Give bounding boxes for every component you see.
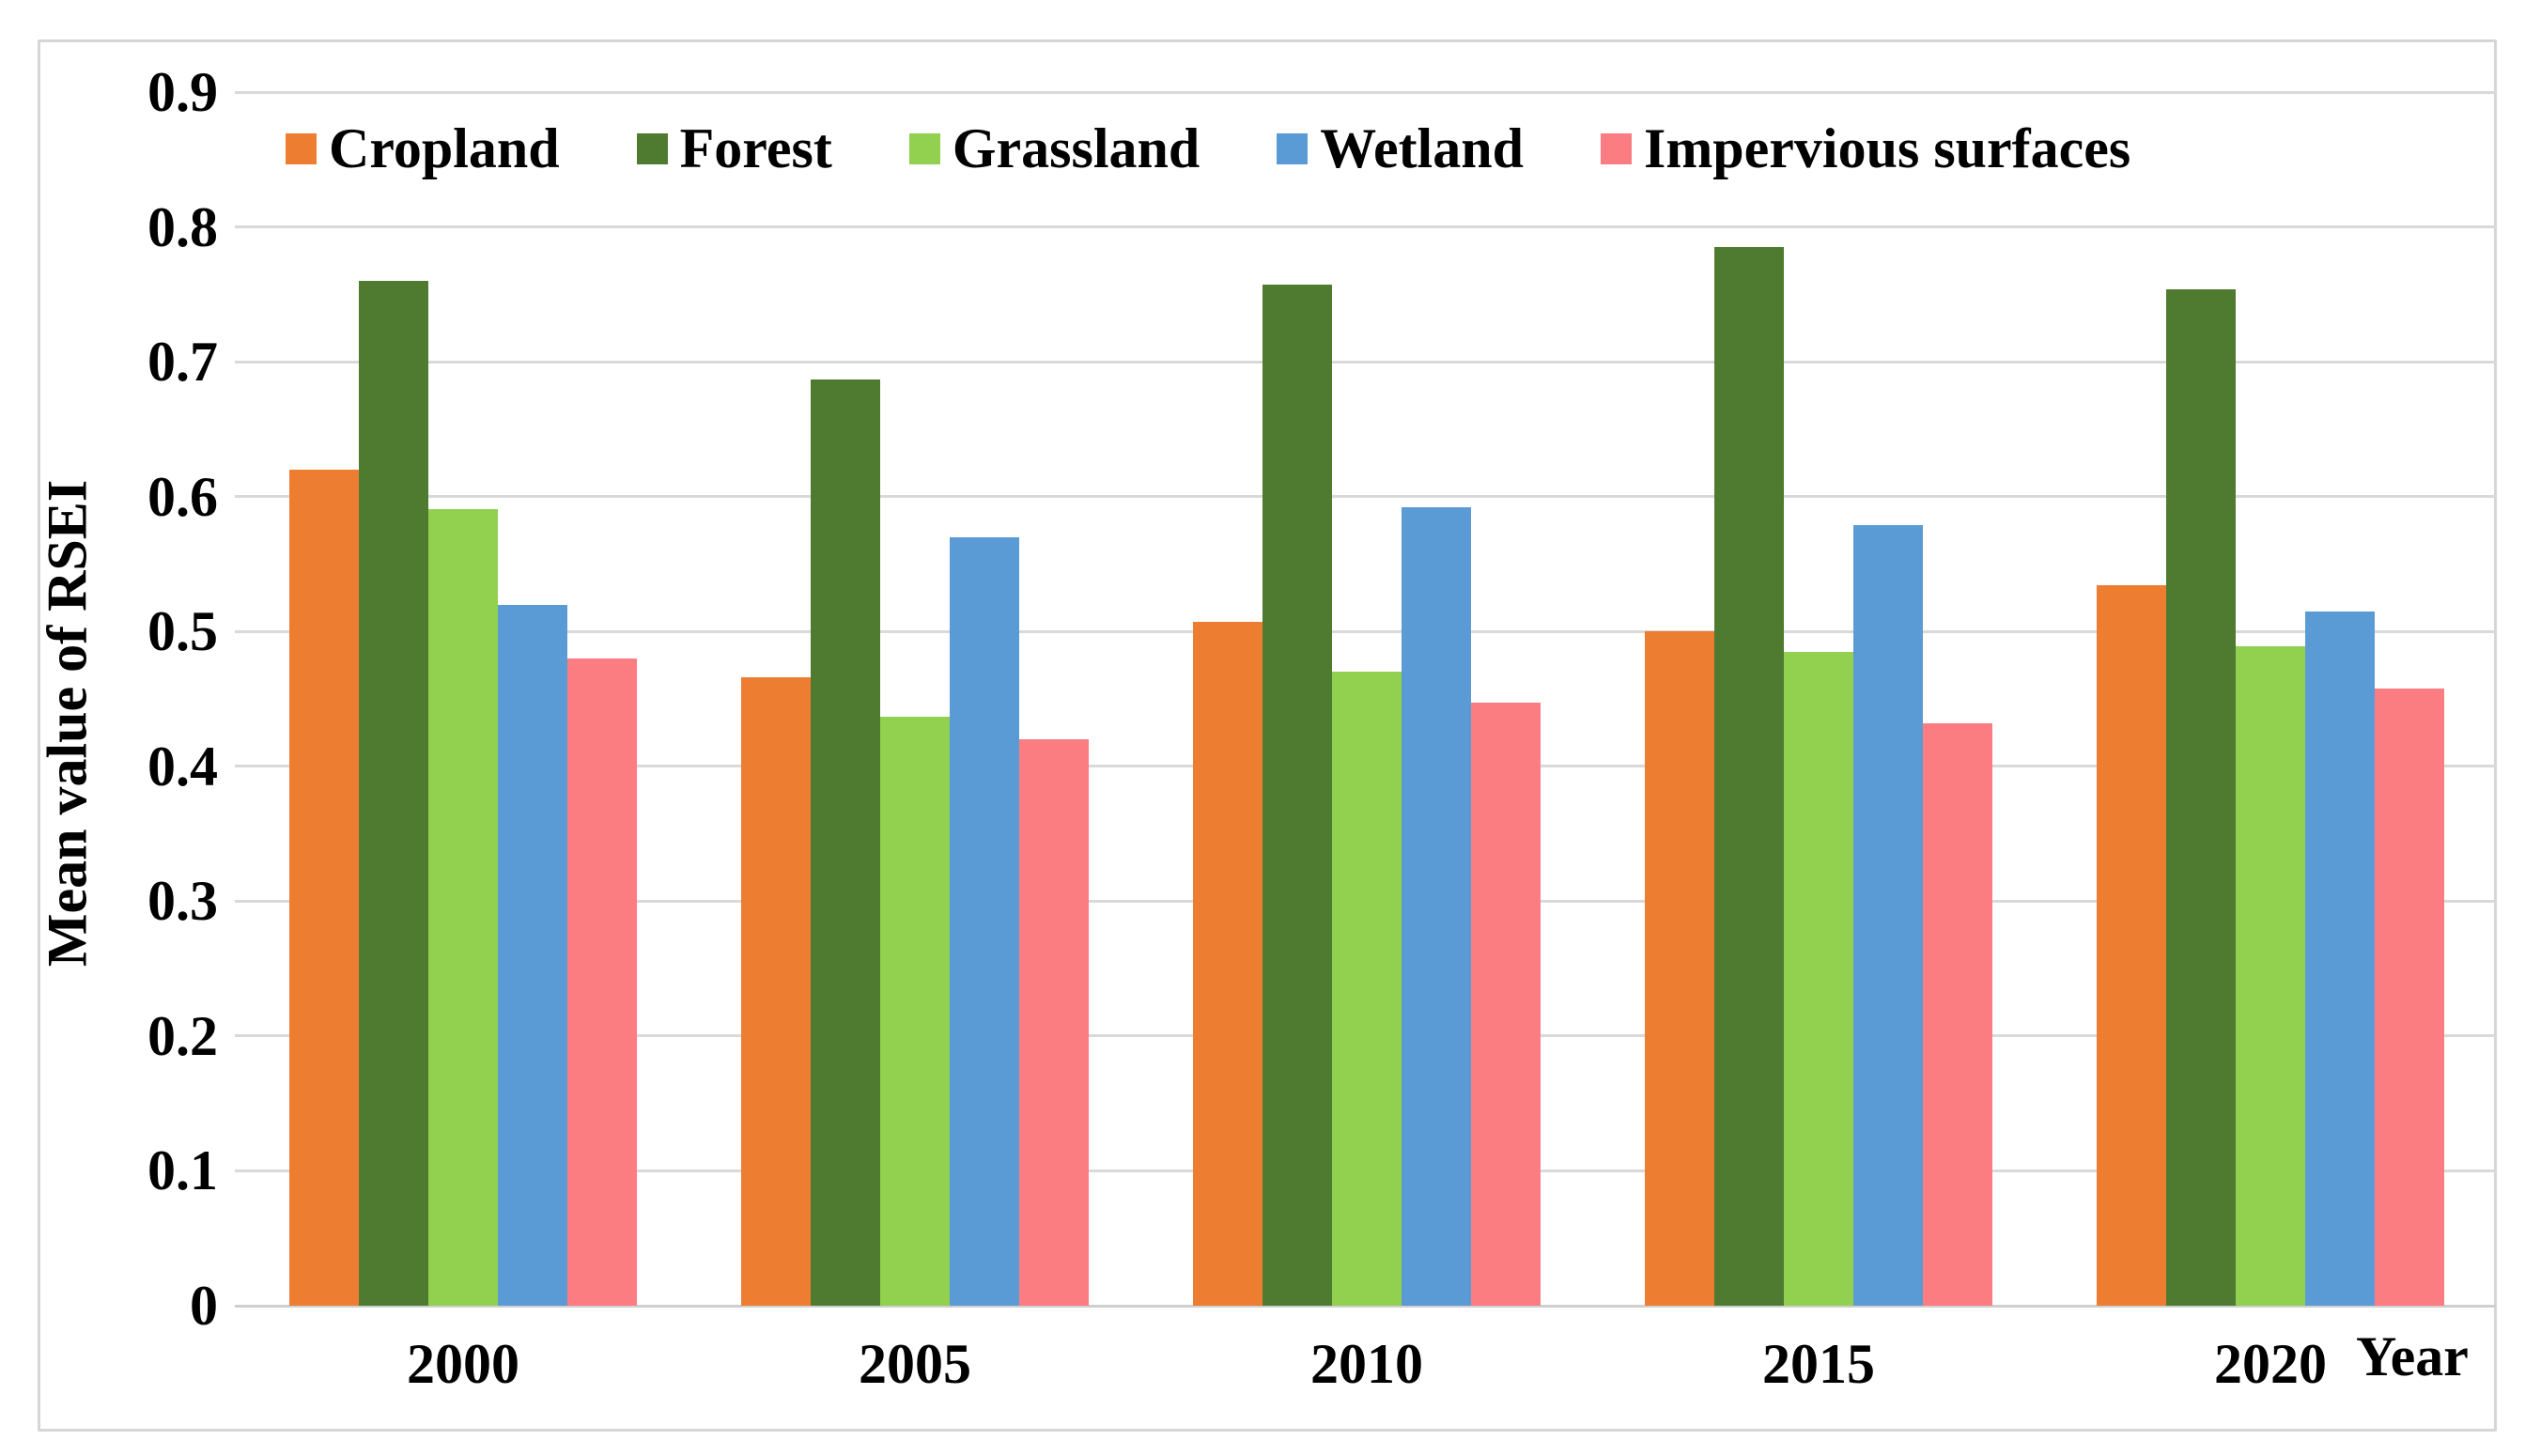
bar-grassland-2005	[880, 716, 950, 1306]
bar-grassland-2010	[1332, 672, 1402, 1306]
x-tick-label-2000: 2000	[407, 1333, 519, 1395]
x-axis-title: Year	[2356, 1325, 2469, 1387]
legend-swatch-icon	[286, 132, 317, 164]
y-tick-label-0.8: 0.8	[147, 195, 218, 258]
bar-cropland-2020	[2097, 585, 2166, 1306]
legend-swatch-icon	[636, 132, 668, 164]
y-tick-label-0.1: 0.1	[147, 1139, 218, 1202]
bar-wetland-2020	[2305, 611, 2375, 1306]
bar-wetland-2005	[950, 536, 1019, 1306]
bar-forest-2000	[359, 280, 428, 1306]
y-tick-label-0: 0	[190, 1275, 218, 1337]
y-tick-label-0.6: 0.6	[147, 465, 218, 528]
legend-item-forest: Forest	[636, 115, 832, 182]
bar-cropland-2015	[1645, 631, 1714, 1306]
y-tick-label-0.5: 0.5	[147, 600, 218, 663]
legend-label: Impervious surfaces	[1643, 117, 2131, 179]
legend-swatch-icon	[908, 132, 940, 164]
legend-label: Grassland	[952, 117, 1201, 179]
bar-wetland-2015	[1853, 524, 1923, 1306]
legend-item-grassland: Grassland	[908, 115, 1201, 182]
gridline-0.9	[235, 90, 2496, 94]
bar-impervious-surfaces-2010	[1471, 703, 1541, 1306]
bar-impervious-surfaces-2020	[2375, 688, 2444, 1306]
x-tick-label-2020: 2020	[2214, 1333, 2327, 1395]
legend-label: Wetland	[1320, 117, 1524, 179]
gridline-0.8	[235, 225, 2496, 229]
y-tick-label-0.9: 0.9	[147, 61, 218, 123]
bar-forest-2020	[2166, 288, 2236, 1306]
bar-cropland-2000	[289, 469, 359, 1306]
legend-item-wetland: Wetland	[1277, 115, 1524, 182]
legend-label: Cropland	[329, 117, 560, 179]
plot-area	[235, 90, 2496, 1308]
legend-item-cropland: Cropland	[286, 115, 560, 182]
legend-swatch-icon	[1277, 132, 1309, 164]
legend-item-impervious-surfaces: Impervious surfaces	[1600, 115, 2131, 182]
y-tick-label-0.2: 0.2	[147, 1004, 218, 1067]
legend: Cropland Forest Grassland Wetland Impervious…	[286, 111, 2130, 186]
bar-grassland-2020	[2236, 646, 2305, 1306]
bar-forest-2005	[811, 379, 880, 1306]
y-tick-label-0.4: 0.4	[147, 735, 218, 798]
gridline-0.5	[235, 629, 2496, 633]
x-tick-label-2010: 2010	[1310, 1333, 1423, 1395]
bar-forest-2010	[1262, 285, 1332, 1306]
x-tick-label-2005: 2005	[859, 1333, 971, 1395]
bar-grassland-2000	[428, 508, 498, 1306]
bar-wetland-2010	[1402, 507, 1471, 1306]
bar-wetland-2000	[498, 604, 567, 1306]
x-tick-label-2015: 2015	[1762, 1333, 1875, 1395]
bar-forest-2015	[1714, 247, 1784, 1306]
bar-grassland-2015	[1784, 651, 1853, 1306]
bar-cropland-2010	[1193, 622, 1262, 1306]
gridline-0	[235, 1304, 2496, 1308]
legend-swatch-icon	[1600, 132, 1632, 164]
y-tick-label-0.3: 0.3	[147, 870, 218, 933]
bar-cropland-2005	[741, 677, 811, 1306]
bar-impervious-surfaces-2015	[1923, 722, 1992, 1306]
y-tick-label-0.7: 0.7	[147, 331, 218, 394]
bar-impervious-surfaces-2000	[567, 658, 637, 1306]
bar-impervious-surfaces-2005	[1019, 739, 1089, 1306]
legend-label: Forest	[679, 117, 832, 179]
gridline-0.7	[235, 360, 2496, 364]
gridline-0.6	[235, 495, 2496, 499]
